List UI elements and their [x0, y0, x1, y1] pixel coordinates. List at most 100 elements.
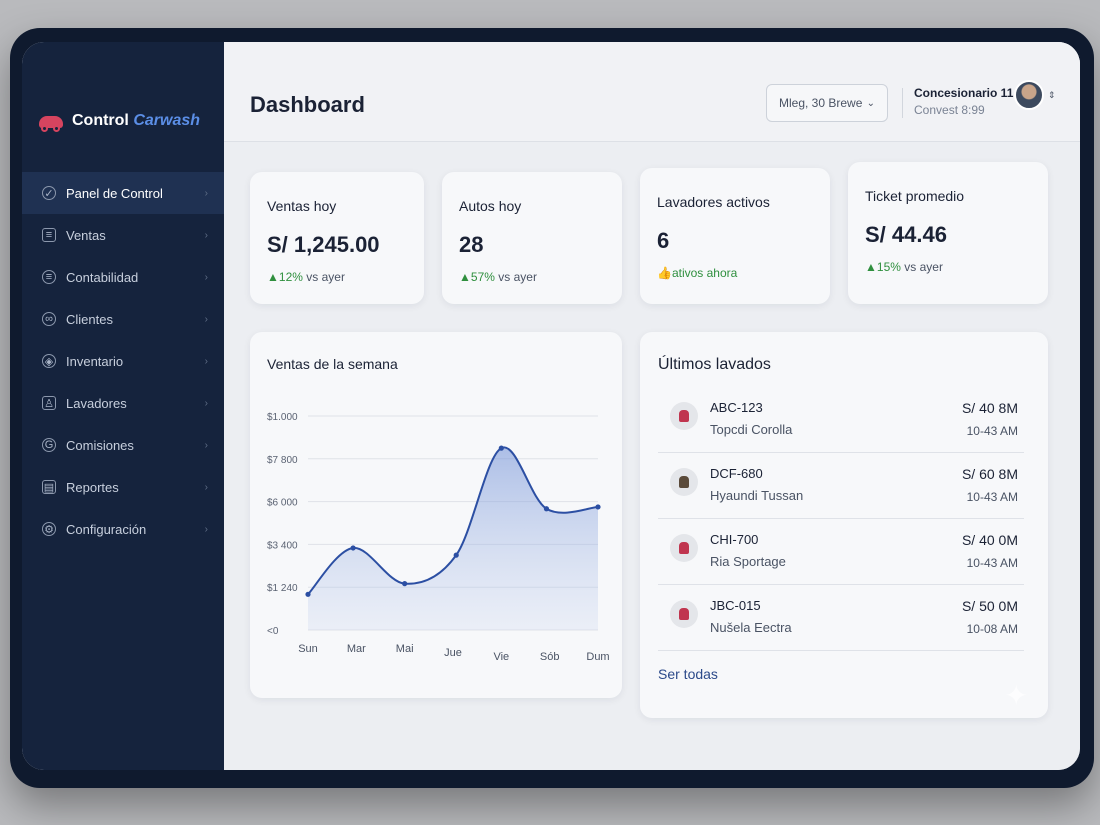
- wash-time: 10-43 AM: [966, 424, 1018, 438]
- sidebar-item-ventas[interactable]: ≡ Ventas ›: [22, 214, 224, 256]
- sidebar-item-label: Contabilidad: [66, 269, 139, 285]
- sidebar-item-label: Comisiones: [66, 437, 134, 453]
- car-logo-icon: [38, 112, 64, 132]
- kpi-delta: ▲12% vs ayer: [267, 270, 345, 284]
- y-tick-label: <0: [267, 626, 279, 637]
- sidebar-item-comisiones[interactable]: G Comisiones ›: [22, 424, 224, 466]
- avatar[interactable]: [1014, 80, 1044, 110]
- chevron-down-icon: ⌄: [866, 97, 875, 109]
- wash-plate: DCF-680: [710, 466, 763, 481]
- car-icon: [670, 402, 698, 430]
- sales-area: [308, 447, 598, 630]
- kpi-card-ticket-promedio: Ticket promedio S/ 44.46 ▲15% vs ayer: [848, 162, 1048, 304]
- data-point: [350, 545, 356, 551]
- data-point: [543, 506, 550, 512]
- wash-time: 10-08 AM: [966, 622, 1018, 636]
- location-select[interactable]: Mleg, 30 Brewe ⌄: [766, 84, 888, 122]
- worker-icon: ♙: [42, 396, 56, 410]
- brand[interactable]: Control Carwash: [22, 42, 224, 152]
- kpi-delta: ▲15% vs ayer: [865, 260, 943, 274]
- chevron-right-icon: ›: [204, 229, 208, 241]
- report-icon: ▤: [42, 480, 56, 494]
- car-icon: [670, 600, 698, 628]
- sidebar-item-label: Lavadores: [66, 395, 127, 411]
- user-subtitle: Convest 8:99: [914, 103, 985, 117]
- chevron-right-icon: ›: [204, 355, 208, 367]
- wash-amount: S/ 50 0M: [961, 598, 1018, 614]
- kpi-value: S/ 1,245.00: [267, 232, 380, 257]
- wash-model: Topcdi Corolla: [710, 422, 793, 437]
- sidebar-item-label: Panel de Control: [66, 185, 163, 201]
- chevron-right-icon: ›: [204, 523, 208, 535]
- kpi-value: 6: [657, 228, 670, 253]
- sidebar-item-label: Ventas: [66, 227, 106, 243]
- gear-icon: ⚙: [42, 522, 56, 536]
- location-select-value: Mleg, 30 Brewe: [779, 96, 863, 110]
- chart-title: Ventas de la semana: [267, 356, 398, 372]
- list-item[interactable]: JBC-015 Nušela Eectra S/ 50 0M 10-08 AM: [658, 586, 1024, 651]
- users-icon: ∞: [42, 312, 56, 326]
- kpi-delta-value: ativos ahora: [671, 266, 738, 280]
- sidebar-item-configuracion[interactable]: ⚙ Configuración ›: [22, 508, 224, 550]
- see-all-link[interactable]: Ser todas: [658, 666, 718, 682]
- wash-time: 10-43 AM: [966, 556, 1018, 570]
- receipt-icon: ≡: [42, 228, 56, 242]
- main-content: Dashboard Mleg, 30 Brewe ⌄ Concesionario…: [224, 42, 1080, 770]
- trend-up-icon: ▲: [267, 270, 279, 284]
- sidebar-item-lavadores[interactable]: ♙ Lavadores ›: [22, 382, 224, 424]
- list-item[interactable]: CHI-700 Ria Sportage S/ 40 0M 10-43 AM: [658, 520, 1024, 585]
- kpi-label: Lavadores activos: [657, 194, 770, 210]
- chevron-updown-icon[interactable]: ⇕: [1048, 90, 1056, 100]
- user-name: Concesionario 11: [914, 86, 1014, 100]
- kpi-delta: 👍ativos ahora: [657, 266, 737, 280]
- kpi-value: 28: [459, 232, 484, 257]
- wash-amount: S/ 60 8M: [961, 466, 1018, 482]
- sidebar-item-contabilidad[interactable]: ≡ Contabilidad ›: [22, 256, 224, 298]
- page-title: Dashboard: [250, 92, 365, 117]
- chevron-right-icon: ›: [204, 397, 208, 409]
- chevron-right-icon: ›: [204, 481, 208, 493]
- thumbs-up-icon: 👍: [657, 266, 672, 280]
- y-tick-label: $1.000: [267, 412, 298, 423]
- kpi-delta-value: 15%: [876, 260, 901, 274]
- top-bar: Dashboard Mleg, 30 Brewe ⌄ Concesionario…: [224, 42, 1080, 142]
- y-tick-label: $7 800: [267, 455, 298, 466]
- x-tick-label: Jue: [444, 647, 462, 659]
- header-divider: [902, 88, 903, 118]
- sidebar-item-reportes[interactable]: ▤ Reportes ›: [22, 466, 224, 508]
- data-point: [305, 591, 311, 597]
- sidebar-item-label: Clientes: [66, 311, 113, 327]
- y-tick-label: $1 240: [267, 583, 298, 594]
- trend-up-icon: ▲: [459, 270, 471, 284]
- sidebar-item-label: Inventario: [66, 353, 124, 369]
- wash-model: Hyaundi Tussan: [710, 488, 804, 503]
- kpi-label: Ticket promedio: [865, 188, 965, 204]
- data-point: [595, 504, 601, 510]
- sidebar: Control Carwash ✓ Panel de Control › ≡ V…: [22, 42, 224, 770]
- brand-name: Control Carwash: [72, 112, 200, 130]
- sidebar-item-panel-de-control[interactable]: ✓ Panel de Control ›: [22, 172, 224, 214]
- kpi-delta-value: 57%: [470, 270, 495, 284]
- x-tick-label: Dum: [586, 651, 609, 663]
- sidebar-item-clientes[interactable]: ∞ Clientes ›: [22, 298, 224, 340]
- wash-plate: JBC-015: [710, 598, 761, 613]
- wash-model: Ria Sportage: [710, 554, 786, 569]
- list-item[interactable]: ABC-123 Topcdi Corolla S/ 40 8M 10-43 AM: [658, 388, 1024, 453]
- user-info[interactable]: Concesionario 11 Convest 8:99: [914, 86, 1013, 117]
- wash-time: 10-43 AM: [966, 490, 1018, 504]
- kpi-card-ventas-hoy: Ventas hoy S/ 1,245.00 ▲12% vs ayer: [250, 172, 424, 304]
- x-tick-label: Mar: [347, 643, 366, 655]
- chevron-right-icon: ›: [204, 271, 208, 283]
- chevron-right-icon: ›: [204, 313, 208, 325]
- brand-name-part1: Control: [72, 112, 129, 129]
- kpi-value: S/ 44.46: [865, 222, 947, 247]
- app-screen: Control Carwash ✓ Panel de Control › ≡ V…: [22, 42, 1080, 770]
- sidebar-item-label: Reportes: [66, 479, 119, 495]
- x-tick-label: Sób: [540, 651, 560, 663]
- x-tick-label: Sun: [298, 643, 318, 655]
- sidebar-item-inventario[interactable]: ◈ Inventario ›: [22, 340, 224, 382]
- list-item[interactable]: DCF-680 Hyaundi Tussan S/ 60 8M 10-43 AM: [658, 454, 1024, 519]
- recent-washes-title: Últimos lavados: [658, 356, 771, 373]
- kpi-card-autos-hoy: Autos hoy 28 ▲57% vs ayer: [442, 172, 622, 304]
- kpi-card-lavadores-activos: Lavadores activos 6 👍ativos ahora: [640, 168, 830, 304]
